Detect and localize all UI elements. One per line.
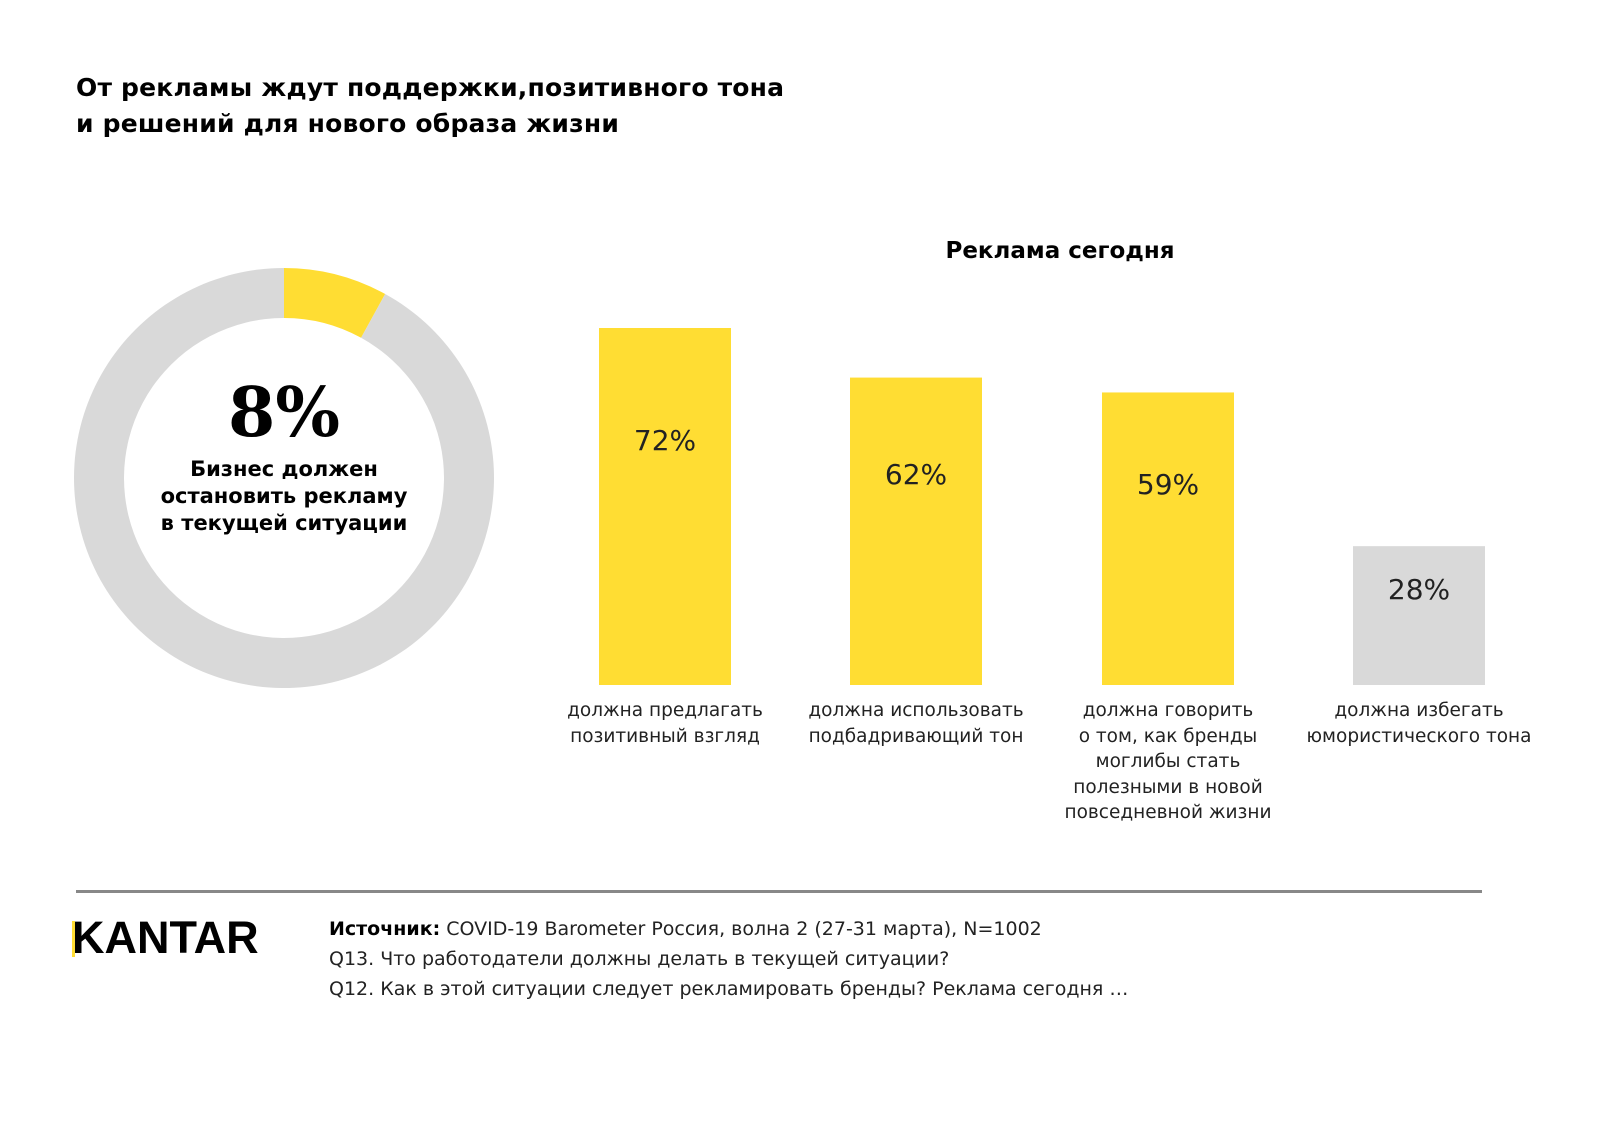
page-title-line: и решений для нового образа жизни xyxy=(76,109,620,138)
donut-center-value: 8% xyxy=(228,373,340,453)
logo-accent-bar xyxy=(72,921,75,957)
donut-caption-line: остановить рекламу xyxy=(160,484,408,508)
bar-value-label: 28% xyxy=(1387,572,1451,606)
bar-chart-title: Реклама сегодня xyxy=(945,238,1175,264)
bar-category-label: должна использовать подбадривающий тон xyxy=(791,698,1041,749)
bar-value-label: 59% xyxy=(1136,468,1200,502)
bar xyxy=(599,328,731,685)
category-label-line: подбадривающий тон xyxy=(808,725,1024,747)
category-label-line: должна использовать xyxy=(808,700,1024,721)
category-label-line: повседневной жизни xyxy=(1064,802,1272,823)
category-label-line: позитивный взгляд xyxy=(570,725,760,747)
category-label-line: юмористического тона xyxy=(1306,725,1532,747)
source-label: Источник: xyxy=(329,918,441,940)
bar-value-label: 72% xyxy=(633,424,697,458)
category-label-line: моглибы стать xyxy=(1095,751,1241,772)
question-q13: Q13. Что работодатели должны делать в те… xyxy=(329,948,950,970)
category-label-line: должна избегать xyxy=(1334,700,1504,721)
page-title-line: От рекламы ждут поддержки,позитивного то… xyxy=(76,73,785,102)
bar-category-label: должна говорить о том, как бренды моглибы … xyxy=(1043,698,1293,826)
bar-chart xyxy=(599,328,1485,685)
kantar-logo: KANTAR xyxy=(72,912,259,964)
bar xyxy=(1102,392,1234,685)
category-label-line: должна предлагать xyxy=(567,700,763,721)
bar xyxy=(1353,546,1485,685)
page-title: От рекламы ждут поддержки,позитивного то… xyxy=(76,70,836,142)
donut-caption-line: Бизнес должен xyxy=(190,457,378,481)
donut-caption-line: в текущей ситуации xyxy=(160,511,408,535)
category-label-line: должна говорить xyxy=(1082,700,1254,721)
donut-slice-highlight xyxy=(284,268,386,338)
logo-text: KANTAR xyxy=(72,912,259,963)
donut-center-caption: Бизнес должен остановить рекламу в текущ… xyxy=(134,456,434,537)
bar-category-label: должна предлагать позитивный взгляд xyxy=(540,698,790,749)
category-label-line: полезными в новой xyxy=(1073,776,1263,798)
category-label-line: о том, как бренды xyxy=(1078,725,1258,747)
source-text: COVID-19 Barometer Россия, волна 2 (27-3… xyxy=(440,918,1042,940)
bar xyxy=(850,377,982,685)
donut-chart xyxy=(74,268,495,688)
footer-divider xyxy=(76,890,1482,893)
source-notes: Источник: COVID-19 Barometer Россия, вол… xyxy=(329,914,1128,1004)
bar-value-label: 62% xyxy=(884,457,948,491)
source-line: Источник: COVID-19 Barometer Россия, вол… xyxy=(329,914,1128,944)
bar-category-label: должна избегать юмористического тона xyxy=(1294,698,1544,749)
question-q12: Q12. Как в этой ситуации следует реклами… xyxy=(329,978,1129,1000)
